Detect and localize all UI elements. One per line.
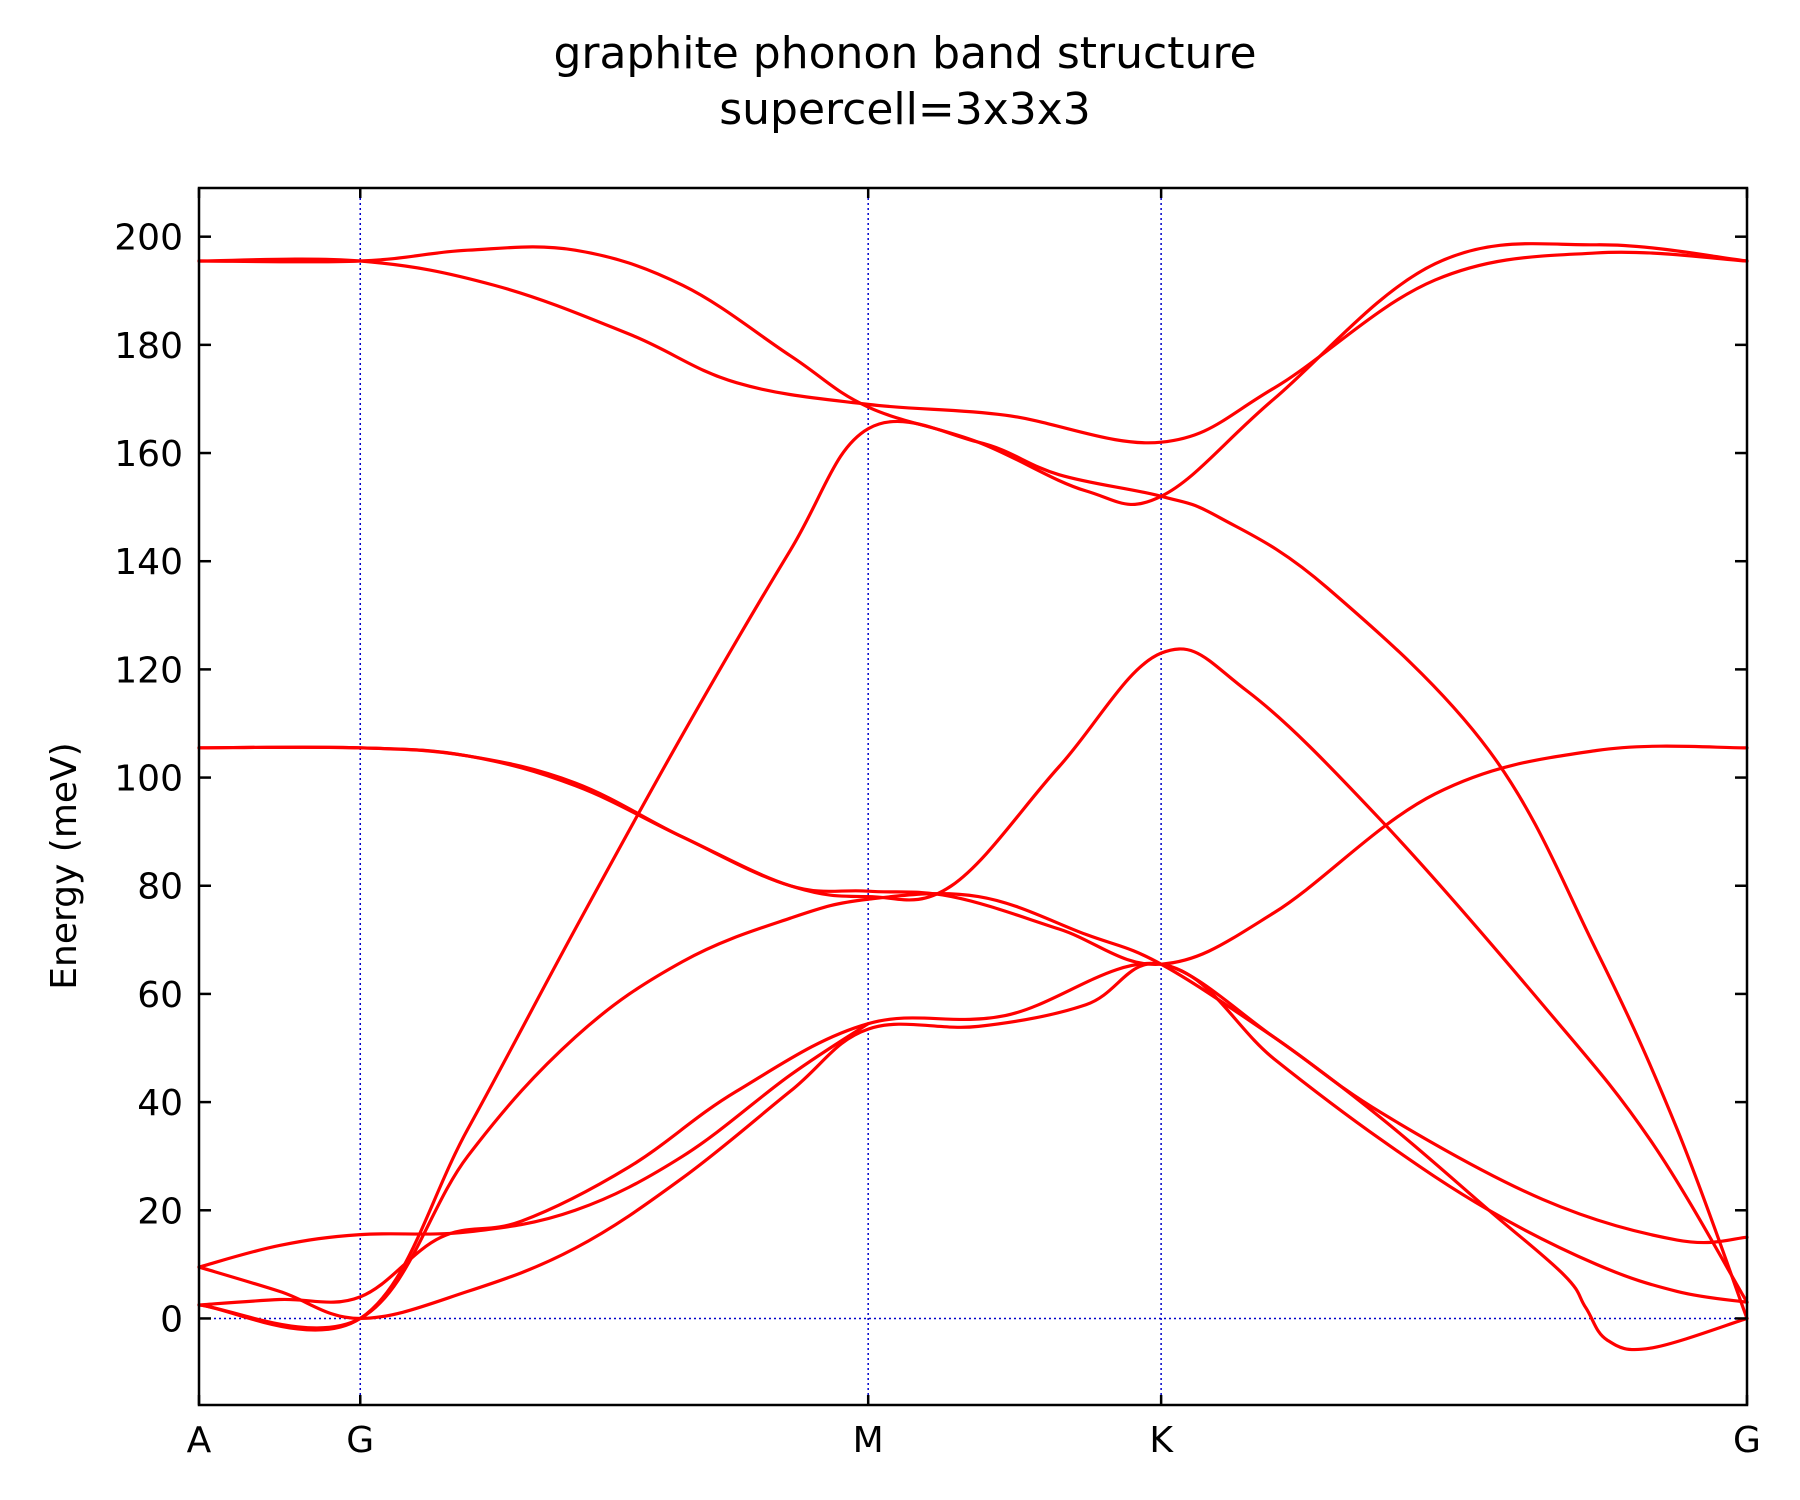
x-tick-label: A — [187, 1420, 212, 1461]
y-tick-label: 140 — [114, 542, 183, 583]
band-line-5 — [197, 647, 1749, 1304]
tick-labels: 0 20 40 60 80 100 120 140 160 180 200 A G M K G — [114, 218, 1761, 1461]
y-tick-label: 40 — [137, 1083, 183, 1124]
y-tick-label: 180 — [114, 326, 183, 367]
y-tick-label: 80 — [137, 867, 183, 908]
band-line-7 — [197, 961, 1749, 1352]
plot-frame — [197, 186, 1749, 1407]
chart-title: graphite phonon band structure — [553, 28, 1256, 79]
x-tick-label: G — [1733, 1420, 1761, 1461]
guide-lines — [199, 188, 1747, 1405]
band-line-9 — [197, 1022, 870, 1269]
y-tick-label: 60 — [137, 975, 183, 1016]
y-tick-label: 200 — [114, 218, 183, 259]
y-tick-label: 100 — [114, 759, 183, 800]
band-line-4 — [197, 744, 1749, 966]
band-lines — [197, 242, 1749, 1352]
band-line-6 — [197, 891, 1749, 1330]
band-line-1 — [197, 250, 1749, 445]
x-tick-label: G — [346, 1420, 374, 1461]
y-tick-label: 0 — [160, 1299, 183, 1340]
band-line-3 — [197, 419, 1749, 1332]
y-tick-label: 160 — [114, 434, 183, 475]
y-axis-label: Energy (meV) — [44, 742, 85, 989]
band-line-8 — [197, 961, 1749, 1307]
band-line-2 — [197, 242, 1749, 506]
chart-subtitle: supercell=3x3x3 — [719, 84, 1091, 135]
x-tick-label: M — [853, 1420, 884, 1461]
x-tick-label: K — [1149, 1420, 1174, 1461]
y-tick-label: 20 — [137, 1191, 183, 1232]
y-tick-label: 120 — [114, 650, 183, 691]
